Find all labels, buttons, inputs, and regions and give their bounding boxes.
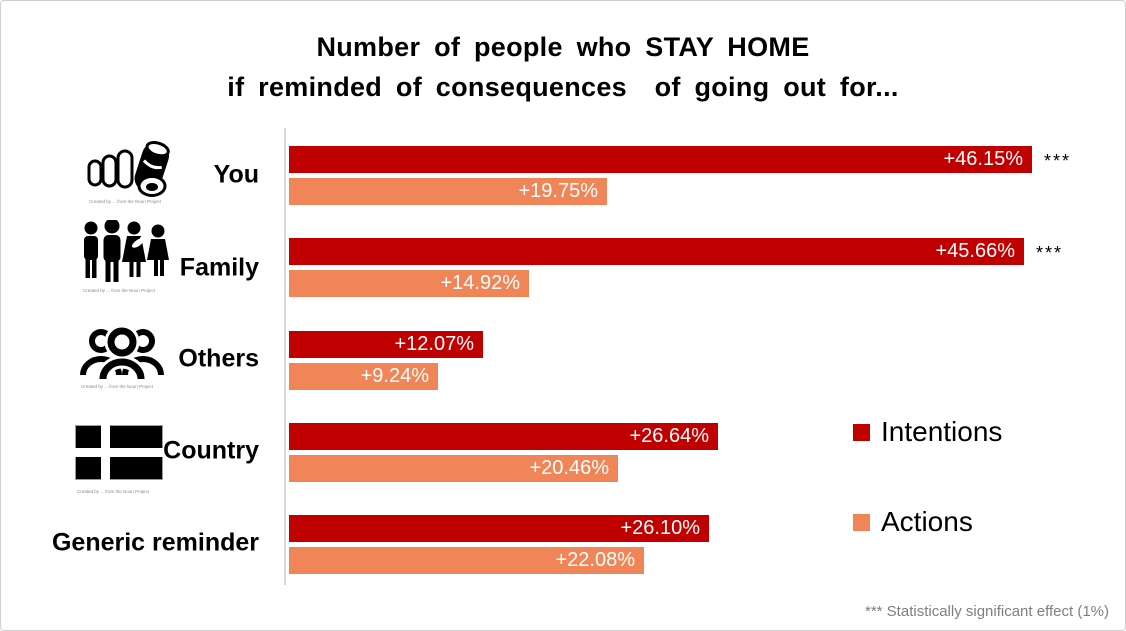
actions-swatch-icon <box>853 513 870 531</box>
pointing-finger-icon <box>86 140 181 198</box>
legend-item-intentions: Intentions <box>853 416 1002 448</box>
category-label-country: Country <box>163 436 259 465</box>
intentions-swatch-icon <box>853 423 870 441</box>
bar-value-label: +46.15% <box>943 148 1023 170</box>
bar-value-label: +20.46% <box>529 457 609 479</box>
intentions-bar: +46.15% <box>289 146 1032 173</box>
actions-bar: +14.92% <box>289 270 529 297</box>
bar-value-label: +12.07% <box>394 333 474 355</box>
legend-item-actions: Actions <box>853 506 973 538</box>
significance-stars: *** <box>1036 243 1064 263</box>
intentions-bar: +45.66% <box>289 238 1024 265</box>
actions-bar: +9.24% <box>289 363 438 390</box>
bar-value-label: +26.64% <box>629 425 709 447</box>
legend-label-intentions: Intentions <box>881 416 1003 447</box>
category-label-you: You <box>213 160 259 189</box>
intentions-bar: +26.64% <box>289 423 718 450</box>
actions-bar: +20.46% <box>289 455 618 482</box>
bar-value-label: +9.24% <box>360 365 429 387</box>
intentions-bar: +26.10% <box>289 515 709 542</box>
country-flag-icon <box>75 425 163 480</box>
actions-bar: +22.08% <box>289 547 644 574</box>
bar-value-label: +19.75% <box>518 180 598 202</box>
category-label-family: Family <box>179 253 259 282</box>
chart-title: Number of people who STAY HOME if remind… <box>1 27 1125 107</box>
legend-label-actions: Actions <box>881 506 973 537</box>
icon-attribution: Created by ... from the Noun Project <box>83 288 156 293</box>
icon-attribution: Created by ... from the Noun Project <box>81 384 154 389</box>
icon-attribution: Created by ... from the Noun Project <box>89 199 162 204</box>
y-axis-line <box>284 128 286 585</box>
actions-bar: +19.75% <box>289 178 607 205</box>
bar-value-label: +22.08% <box>555 549 635 571</box>
significance-stars: *** <box>1044 151 1072 171</box>
family-icon <box>81 218 171 286</box>
bar-value-label: +14.92% <box>440 272 520 294</box>
category-label-generic-reminder: Generic reminder <box>51 528 259 557</box>
category-label-others: Others <box>178 344 259 373</box>
others-group-icon <box>79 324 165 381</box>
bar-value-label: +45.66% <box>935 240 1015 262</box>
significance-footnote: *** Statistically significant effect (1%… <box>865 603 1109 620</box>
bar-value-label: +26.10% <box>620 517 700 539</box>
icon-attribution: Created by ... from the Noun Project <box>77 489 150 494</box>
chart-title-line1: Number of people who STAY HOME <box>316 32 810 62</box>
chart-title-line2: if reminded of consequences of going out… <box>227 72 899 102</box>
intentions-bar: +12.07% <box>289 331 483 358</box>
